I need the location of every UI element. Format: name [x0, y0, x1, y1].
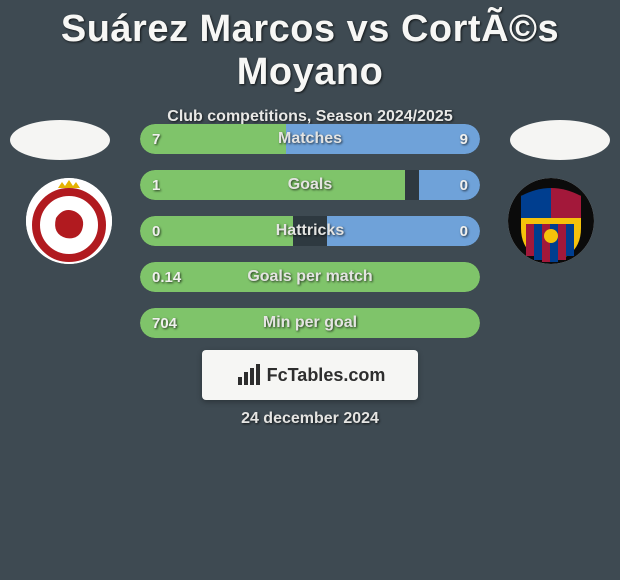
- stat-bar-left: [140, 262, 480, 292]
- stat-row: 00Hattricks: [140, 216, 480, 246]
- stat-bar-right: [419, 170, 480, 200]
- player-right-portrait: [510, 120, 610, 160]
- stat-row: 10Goals: [140, 170, 480, 200]
- stats-panel: 79Matches10Goals00Hattricks0.14Goals per…: [140, 124, 480, 354]
- stat-value-left: 0: [152, 216, 160, 246]
- stat-row: 0.14Goals per match: [140, 262, 480, 292]
- leonesa-badge-icon: [26, 178, 112, 264]
- stat-value-left: 1: [152, 170, 160, 200]
- club-badge-right: [508, 178, 594, 264]
- stat-bar-left: [140, 170, 405, 200]
- stat-bar-left: [140, 124, 286, 154]
- stat-value-left: 7: [152, 124, 160, 154]
- stat-value-left: 0.14: [152, 262, 181, 292]
- stat-bar-left: [140, 216, 293, 246]
- stat-row: 79Matches: [140, 124, 480, 154]
- stat-value-right: 9: [460, 124, 468, 154]
- club-badge-left: [26, 178, 112, 264]
- stat-value-right: 0: [460, 170, 468, 200]
- stat-value-left: 704: [152, 308, 177, 338]
- brand-box[interactable]: FcTables.com: [202, 350, 418, 400]
- stat-row: 704Min per goal: [140, 308, 480, 338]
- barcelona-badge-icon: [508, 178, 594, 264]
- date-text: 24 december 2024: [0, 410, 620, 428]
- player-left-portrait: [10, 120, 110, 160]
- stat-bar-right: [327, 216, 480, 246]
- brand-text: FcTables.com: [267, 365, 386, 386]
- stat-value-right: 0: [460, 216, 468, 246]
- page-title: Suárez Marcos vs CortÃ©s Moyano: [0, 0, 620, 94]
- stat-bar-left: [140, 308, 480, 338]
- bar-chart-icon: [235, 361, 263, 389]
- stat-bar-right: [286, 124, 480, 154]
